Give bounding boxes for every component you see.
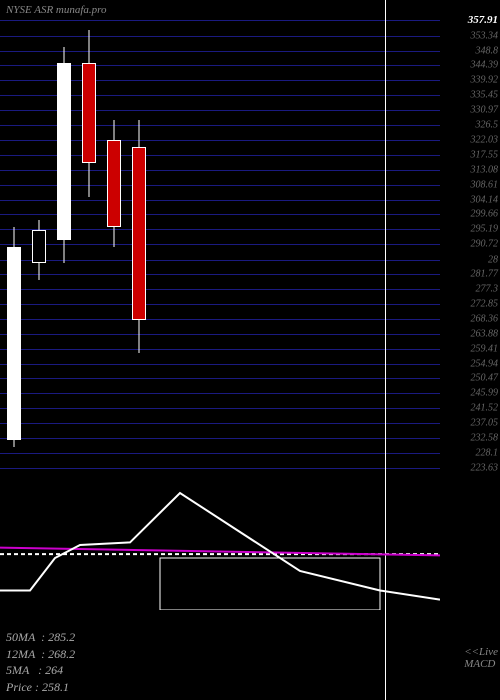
info-row: 12MA : 268.2 <box>6 646 75 663</box>
price-axis-label: 339.92 <box>471 75 499 86</box>
candle-body <box>132 147 146 320</box>
price-axis-label: 223.63 <box>471 462 499 473</box>
grid-line: 277.3 <box>0 289 440 290</box>
price-axis-label: 263.88 <box>471 328 499 339</box>
macd-live-text: <<Live <box>464 646 498 658</box>
price-axis-label: 250.47 <box>471 373 499 384</box>
grid-line: 232.58 <box>0 438 440 439</box>
price-axis-label: 317.55 <box>471 149 499 160</box>
price-axis-label: 28 <box>488 255 498 266</box>
candle-body <box>107 140 121 227</box>
grid-line: 259.41 <box>0 349 440 350</box>
price-axis-label: 308.61 <box>471 179 499 190</box>
grid-line: 268.36 <box>0 319 440 320</box>
price-axis-label: 232.58 <box>471 433 499 444</box>
price-axis-label: 290.72 <box>471 239 499 250</box>
grid-line: 254.94 <box>0 364 440 365</box>
grid-line: 223.63 <box>0 468 440 469</box>
price-axis-label: 259.41 <box>471 343 499 354</box>
price-axis-label: 357.91 <box>468 14 498 26</box>
price-axis-label: 348.8 <box>476 45 499 56</box>
price-axis-label: 304.14 <box>471 194 499 205</box>
grid-line: 281.77 <box>0 274 440 275</box>
grid-line: 357.91 <box>0 20 440 21</box>
grid-line: 28 <box>0 260 440 261</box>
grid-line: 290.72 <box>0 244 440 245</box>
price-axis-label: 268.36 <box>471 313 499 324</box>
price-axis-label: 299.66 <box>471 209 499 220</box>
price-chart-area: 357.91353.34348.8344.39339.92335.45330.9… <box>0 20 440 470</box>
info-row: Price : 258.1 <box>6 679 75 696</box>
candle-body <box>57 63 71 240</box>
price-axis-label: 344.39 <box>471 60 499 71</box>
price-axis-label: 228.1 <box>476 448 499 459</box>
price-axis-label: 237.05 <box>471 418 499 429</box>
macd-indicator-area <box>0 480 440 610</box>
price-axis-label: 326.5 <box>476 120 499 131</box>
grid-line: 250.47 <box>0 378 440 379</box>
price-axis-label: 241.52 <box>471 403 499 414</box>
chart-container: NYSE ASR munafa.pro 357.91 353.34 348.8 344… <box>0 0 500 700</box>
grid-line: 272.85 <box>0 304 440 305</box>
price-axis-label: 277.3 <box>476 284 499 295</box>
candle-body <box>32 230 46 263</box>
price-axis-label: 245.99 <box>471 388 499 399</box>
grid-line: 241.52 <box>0 408 440 409</box>
price-axis-label: 254.94 <box>471 358 499 369</box>
grid-line: 245.99 <box>0 393 440 394</box>
macd-main-line <box>0 493 440 600</box>
macd-label: <<Live MACD <box>464 646 498 670</box>
info-box: 50MA : 285.212MA : 268.25MA : 264Price :… <box>6 629 75 696</box>
price-axis-label: 295.19 <box>471 224 499 235</box>
price-axis-label: 313.08 <box>471 164 499 175</box>
grid-line: 348.8 <box>0 51 440 52</box>
price-axis-label: 272.85 <box>471 298 499 309</box>
macd-svg <box>0 480 440 610</box>
macd-name-text: MACD <box>464 658 498 670</box>
candle-body <box>82 63 96 163</box>
info-row: 5MA : 264 <box>6 662 75 679</box>
chart-header: NYSE ASR munafa.pro <box>6 4 107 16</box>
price-axis-label: 353.34 <box>471 30 499 41</box>
macd-histogram-outline <box>160 558 380 610</box>
grid-line: 228.1 <box>0 453 440 454</box>
info-row: 50MA : 285.2 <box>6 629 75 646</box>
price-axis-label: 281.77 <box>471 269 499 280</box>
price-axis-label: 330.97 <box>471 105 499 116</box>
price-axis-label: 322.03 <box>471 134 499 145</box>
grid-line: 353.34 <box>0 36 440 37</box>
grid-line: 263.88 <box>0 334 440 335</box>
grid-line: 237.05 <box>0 423 440 424</box>
price-axis-label: 335.45 <box>471 90 499 101</box>
candle-body <box>7 247 21 440</box>
